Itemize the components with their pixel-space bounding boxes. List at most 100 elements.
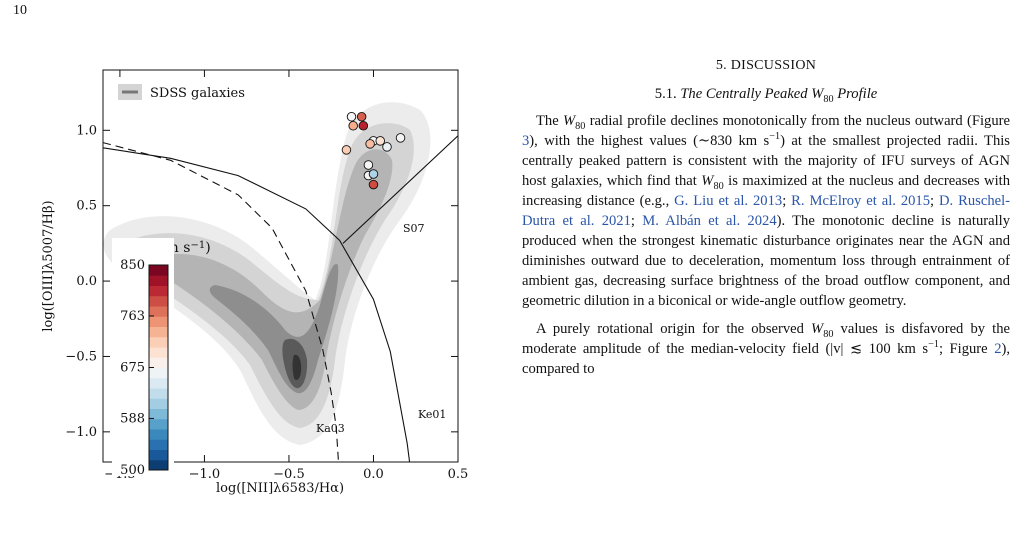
text-run: values is disfavored by the moderate amp… [522,321,1010,357]
plot-frame [102,69,459,463]
text-run: The [536,113,563,129]
colorbar-band [149,418,168,430]
text-run: ; [630,213,643,229]
text-sub: 80 [575,120,586,132]
colorbar-band [149,388,168,399]
colorbar-band [149,449,168,461]
colorbar-band [149,357,168,368]
text-run: 5.1. [654,86,681,102]
y-tick-label: −0.5 [65,349,97,364]
contour [122,123,414,429]
text-run: ), compared to [522,341,1010,377]
data-point [368,179,379,190]
text-i: W [701,173,714,189]
colorbar-band [149,285,168,297]
colorbar-band [149,408,168,420]
legend-label: SDSS galaxies [150,86,245,101]
data-point [365,139,375,149]
colorbar-tick-label: 500 [120,463,145,478]
colorbar-band [149,459,168,471]
text-link[interactable]: R. McElroy et al. 2015 [791,193,931,209]
colorbar-band [149,398,168,409]
ka03-curve [103,142,340,462]
colorbar-tick-label: 588 [120,411,145,426]
paragraph: A purely rotational origin for the obser… [522,319,1010,379]
data-point [358,121,369,131]
x-tick-label: −0.5 [273,467,305,482]
data-point [375,136,385,146]
text-sup: −1 [769,131,781,143]
text-run: ; [782,193,792,209]
colorbar-tick-label: 763 [120,309,145,324]
x-tick-label: 0.0 [363,467,384,482]
colorbar-band [149,347,168,358]
text-sub: 80 [823,93,834,105]
text-link[interactable]: 2 [994,341,1002,357]
text-i: Profile [833,86,878,102]
text-link[interactable]: G. Liu et al. 2013 [674,193,783,209]
data-point [395,133,406,143]
curve-label: Ka03 [316,422,345,435]
text-run: ), with the highest values (∼830 km s [529,133,770,149]
ke01-curve [103,147,411,462]
data-point [356,111,367,122]
colorbar-band [149,336,168,348]
contour [292,354,302,380]
s07-line [342,135,458,244]
text-run: ) at the smallest projected radii. This … [522,133,1010,189]
colorbar-tick-label: 850 [120,258,145,273]
text-run: radial profile declines monotonically fr… [585,113,1010,129]
y-axis-label: log([OIII]λ5007/Hβ) [41,200,56,331]
text-run: A purely rotational origin for the obser… [536,321,812,337]
colorbar-band [149,306,168,317]
subsection-heading: 5.1. The Centrally Peaked W80 Profile [522,84,1010,105]
text-run: ; [930,193,940,209]
body-text: The W80 radial profile declines monotoni… [522,111,1010,379]
data-point [363,160,374,170]
colorbar-label-part: −1 [190,240,205,251]
data-point [368,169,379,179]
data-point [382,142,392,152]
figure: SDSS galaxies Ke01 Ka03 S07 log([NII]λ65… [41,69,469,496]
curve-label: Ke01 [418,408,446,421]
colorbar-band [149,275,168,286]
text-run: ; Figure [938,341,995,357]
text-i: The Centrally Peaked W [680,86,824,102]
y-tick-label: 0.0 [76,274,97,289]
section-heading: 5. DISCUSSION [715,58,817,73]
text-link[interactable]: M. Albán et al. 2024 [642,213,777,229]
text-sub: 80 [713,180,724,192]
colorbar-band [149,326,168,338]
data-point [341,145,352,155]
y-tick-label: 0.5 [76,199,97,214]
page-number: 10 [13,3,27,18]
colorbar-band [149,429,168,440]
colorbar-band [149,377,168,389]
text-sup: −1 [928,339,939,351]
y-tick-label: −1.0 [65,425,97,440]
colorbar-band [149,295,168,307]
colorbar-band [149,439,168,450]
text-link[interactable]: D. Ruschel-Dutra et al. 2021 [522,193,1011,229]
text-sub: 80 [823,328,834,340]
x-tick-label: −1.0 [189,467,221,482]
x-tick-label: 0.5 [448,467,469,482]
curve-label: S07 [403,222,425,235]
x-axis-label: log([NII]λ6583/Hα) [216,481,344,496]
text-link[interactable]: 3 [522,133,530,149]
colorbar-band [149,265,168,276]
colorbar-band [149,367,168,379]
text-column: 5. DISCUSSION 5.1. The Centrally Peaked … [522,56,1010,387]
y-tick-label: 1.0 [76,123,97,138]
text-i: W [563,113,576,129]
colorbar-tick-label: 675 [120,361,145,376]
text-run: is maximized at the nucleus and decrease… [522,173,1010,209]
colorbar-label-part: ) [205,240,210,256]
paragraph: The W80 radial profile declines monotoni… [522,111,1010,311]
data-point [346,111,357,122]
data-point [348,121,358,131]
text-i: W [811,321,824,337]
colorbar-band [149,316,168,327]
text-run: ). The monotonic decline is naturally pr… [522,213,1010,309]
